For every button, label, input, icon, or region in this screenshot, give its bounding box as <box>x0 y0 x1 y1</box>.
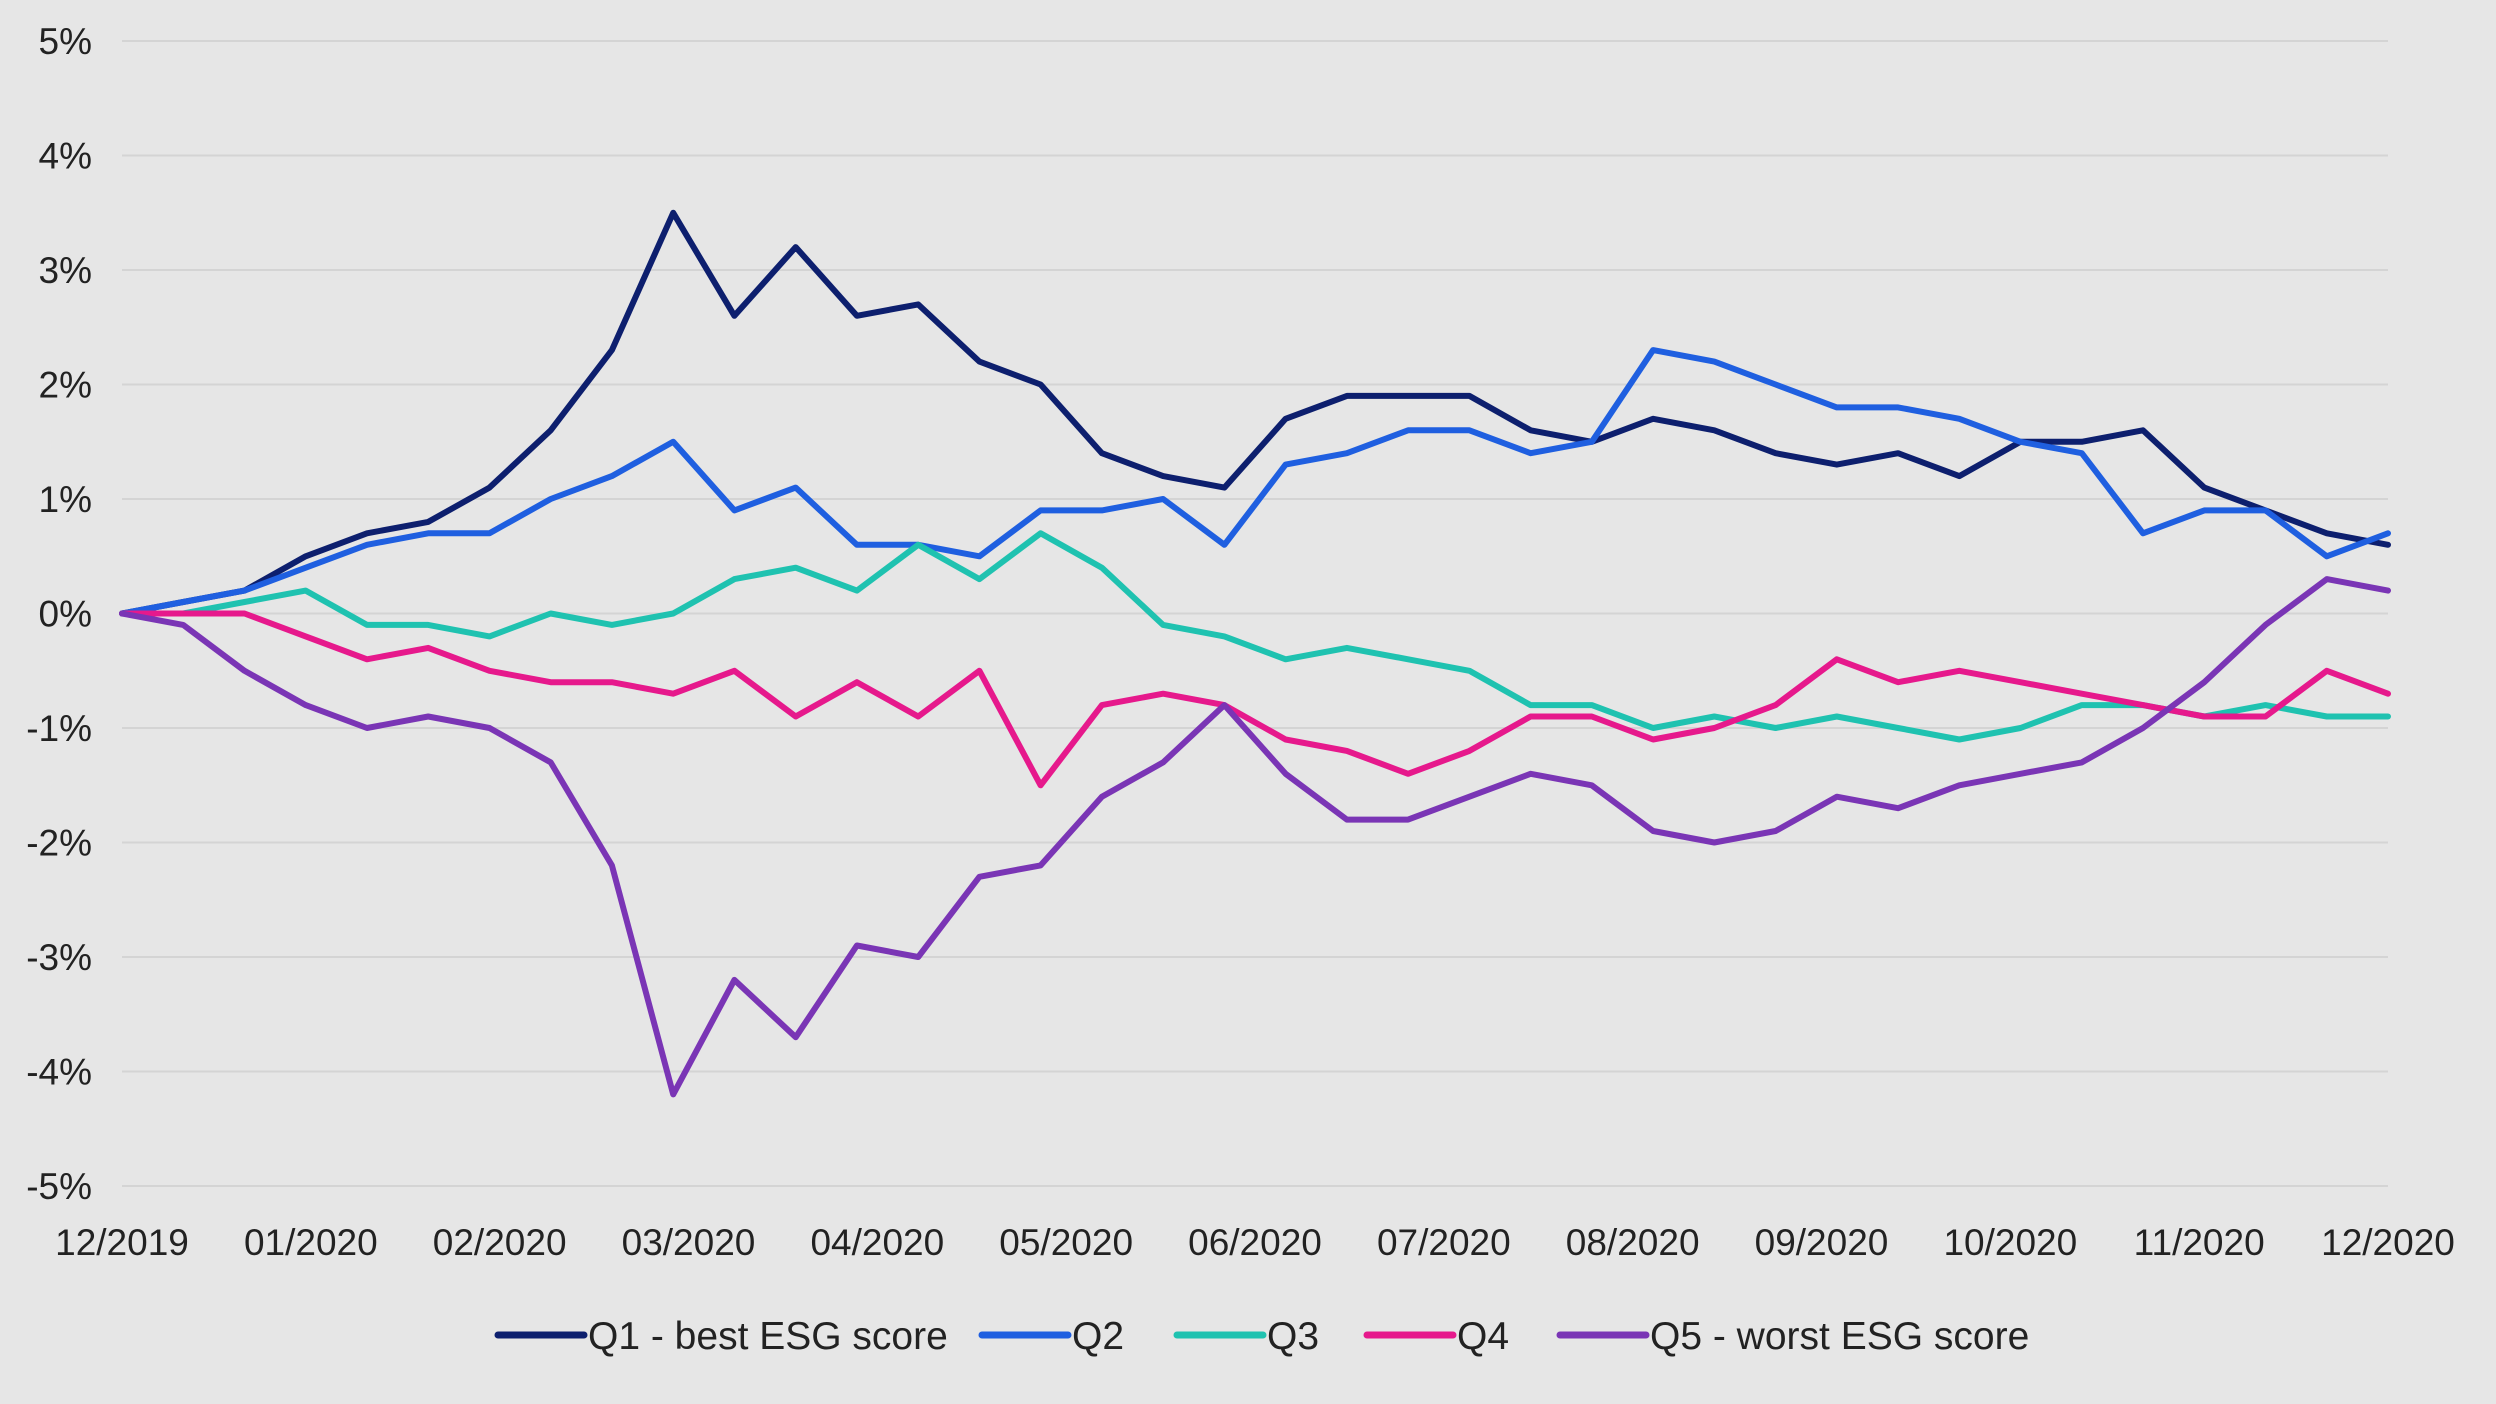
y-tick-label: 5% <box>39 21 92 62</box>
y-tick-label: -4% <box>26 1052 92 1093</box>
x-tick-label: 08/2020 <box>1566 1222 1700 1263</box>
x-axis-tick-labels: 12/2019 01/2020 02/2020 03/2020 04/2020 05/20… <box>55 1222 2455 1263</box>
legend-label-q4: Q4 <box>1457 1315 1509 1358</box>
x-tick-label: 06/2020 <box>1188 1222 1322 1263</box>
series-line-q4 <box>119 610 2391 789</box>
y-tick-label: -3% <box>26 937 92 978</box>
y-tick-label: 1% <box>39 479 92 520</box>
x-tick-label: 07/2020 <box>1377 1222 1511 1263</box>
x-tick-label: 11/2020 <box>2134 1222 2265 1263</box>
y-tick-label: -2% <box>26 823 92 864</box>
x-tick-label: 12/2019 <box>55 1222 189 1263</box>
y-tick-label: 0% <box>39 594 92 635</box>
series-lines <box>119 209 2391 1098</box>
x-tick-label: 05/2020 <box>999 1222 1133 1263</box>
x-tick-label: 02/2020 <box>433 1222 567 1263</box>
x-tick-label: 04/2020 <box>810 1222 944 1263</box>
legend-label-q1: Q1 - best ESG score <box>588 1315 948 1358</box>
series-line-q3 <box>119 530 2391 743</box>
y-tick-label: 3% <box>39 250 92 291</box>
x-tick-label: 03/2020 <box>622 1222 756 1263</box>
x-tick-label: 12/2020 <box>2321 1222 2455 1263</box>
legend-label-q5: Q5 - worst ESG score <box>1650 1315 2029 1358</box>
legend-label-q3: Q3 <box>1267 1315 1319 1358</box>
legend: Q1 - best ESG score Q2 Q3 Q4 Q5 - worst ESG … <box>494 1315 2029 1358</box>
series-line-q5 <box>119 576 2391 1098</box>
series-line-q2 <box>119 347 2391 617</box>
series-line-q1 <box>119 209 2391 617</box>
x-tick-label: 09/2020 <box>1755 1222 1889 1263</box>
x-tick-label: 01/2020 <box>244 1222 378 1263</box>
gridlines <box>122 40 2388 1187</box>
legend-label-q2: Q2 <box>1072 1315 1124 1358</box>
y-tick-label: -5% <box>26 1166 92 1207</box>
y-axis-tick-labels: 5% 4% 3% 2% 1% 0% -1% -2% -3% -4% -5% <box>26 21 92 1207</box>
y-tick-label: -1% <box>26 708 92 749</box>
y-tick-label: 4% <box>39 136 92 177</box>
y-tick-label: 2% <box>39 365 92 406</box>
x-tick-label: 10/2020 <box>1943 1222 2077 1263</box>
